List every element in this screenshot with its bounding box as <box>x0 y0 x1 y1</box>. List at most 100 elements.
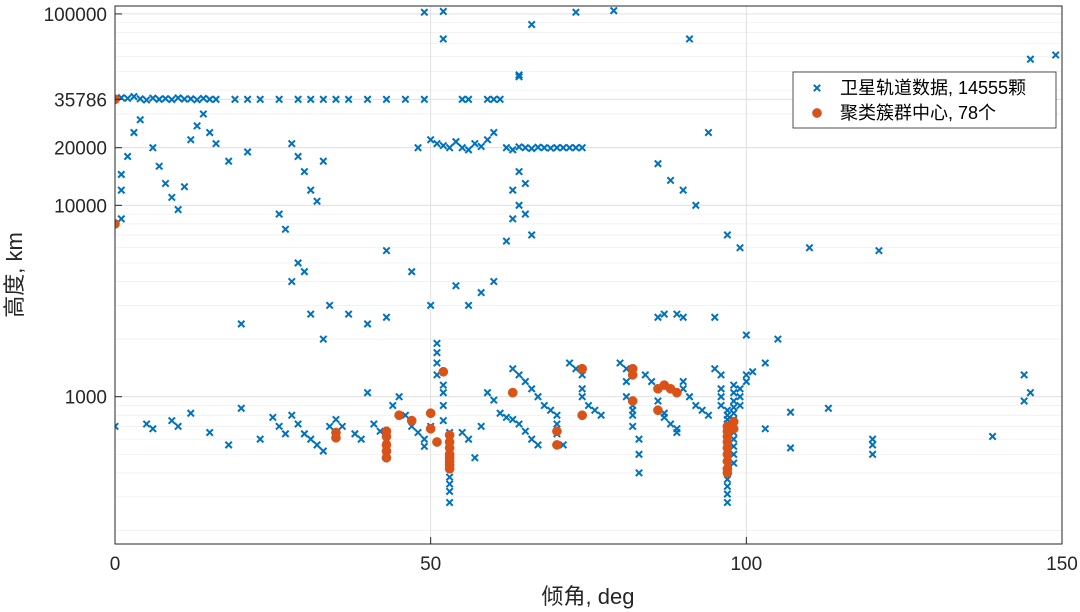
cluster-center-point <box>331 432 341 443</box>
satellite-point <box>635 450 643 459</box>
satellite-point <box>193 95 201 104</box>
satellite-point <box>508 186 517 195</box>
x-tick-label: 100 <box>730 554 762 575</box>
axes-box <box>114 5 1063 545</box>
y-tick-label: 35786 <box>54 90 107 111</box>
satellite-point <box>805 243 814 252</box>
satellite-point <box>464 145 473 154</box>
satellite-point <box>717 370 725 379</box>
cluster-center-point <box>381 452 392 463</box>
satellite-point <box>489 277 498 286</box>
satellite-point <box>294 152 302 161</box>
satellite-point <box>590 406 599 415</box>
satellite-point <box>148 143 157 152</box>
satellite-point <box>205 128 214 137</box>
satellite-point <box>130 128 138 137</box>
satellite-point <box>287 411 296 420</box>
satellite-point <box>300 267 309 276</box>
satellite-point <box>748 367 757 376</box>
satellite-point <box>452 281 460 290</box>
satellite-point <box>426 135 435 144</box>
satellite-point <box>420 435 429 444</box>
satellite-point <box>540 401 549 410</box>
satellite-point <box>401 95 410 104</box>
satellite-point <box>483 388 492 397</box>
satellite-point <box>508 145 517 154</box>
satellite-point <box>256 95 265 104</box>
satellite-point <box>515 370 523 379</box>
satellite-point <box>186 135 195 144</box>
satellite-point <box>155 95 164 104</box>
y-tick-label: 1000 <box>65 388 107 409</box>
legend-marker-satellite <box>813 84 821 92</box>
axis-ticks: 1000 10000 20000 35786 100000 0 50 100 150 <box>44 5 1078 575</box>
satellite-point <box>521 377 530 386</box>
satellite-point <box>710 364 719 373</box>
satellite-point <box>382 95 391 104</box>
satellite-point <box>439 7 448 16</box>
satellite-point <box>439 381 448 390</box>
satellite-point <box>521 179 530 188</box>
satellite-point <box>578 392 587 401</box>
satellite-point <box>319 95 328 104</box>
satellite-point <box>464 95 473 104</box>
satellite-point <box>167 416 176 425</box>
satellite-point <box>672 310 681 319</box>
satellite-point <box>609 6 618 15</box>
satellite-point <box>439 401 448 410</box>
satellite-point <box>464 435 473 444</box>
satellite-point <box>527 384 536 393</box>
satellite-point <box>717 392 725 401</box>
cluster-center-point <box>672 387 682 398</box>
satellite-point <box>654 397 662 405</box>
satellite-point <box>729 409 738 418</box>
satellite-point <box>704 128 713 137</box>
satellite-point <box>174 205 183 214</box>
satellite-point <box>489 95 498 104</box>
satellite-point <box>553 420 561 428</box>
satellite-point <box>660 413 669 422</box>
satellite-point <box>363 320 372 328</box>
satellite-point <box>237 320 246 328</box>
satellite-point <box>287 277 296 286</box>
x-tick-label: 0 <box>110 554 121 575</box>
satellite-point <box>515 167 523 176</box>
satellite-point <box>1020 370 1029 379</box>
cluster-center-point <box>552 440 562 450</box>
satellite-point <box>313 440 321 449</box>
satellite-point <box>332 415 340 424</box>
satellite-point <box>553 143 561 152</box>
satellite-point <box>685 392 694 401</box>
cluster-center-point <box>627 396 638 406</box>
cluster-center-point <box>425 408 436 419</box>
satellite-point <box>382 313 391 322</box>
satellite-point <box>123 94 132 103</box>
satellite-point <box>729 388 738 397</box>
cluster-center-point <box>627 370 638 380</box>
satellite-point <box>679 377 688 386</box>
data-series <box>115 6 1060 507</box>
satellite-point <box>445 498 454 507</box>
satellite-point <box>622 377 631 386</box>
satellite-point <box>584 401 593 410</box>
satellite-point <box>672 428 681 437</box>
satellite-point <box>136 94 145 103</box>
satellite-point <box>534 440 542 449</box>
satellite-point <box>1026 55 1035 64</box>
satellite-point <box>515 201 523 210</box>
satellite-point <box>477 142 486 151</box>
satellite-point <box>306 435 315 444</box>
satellite-point <box>439 388 448 397</box>
satellite-point <box>332 95 340 104</box>
satellite-point <box>180 182 189 191</box>
satellite-point <box>723 482 732 491</box>
satellite-point <box>275 210 284 218</box>
satellite-point <box>287 139 296 148</box>
satellite-point <box>988 432 997 441</box>
cluster-center-point <box>722 468 733 478</box>
satellite-point <box>161 94 170 103</box>
satellite-point <box>515 71 523 79</box>
satellite-point <box>736 384 744 393</box>
satellite-point <box>231 95 239 104</box>
satellite-point <box>470 453 479 462</box>
